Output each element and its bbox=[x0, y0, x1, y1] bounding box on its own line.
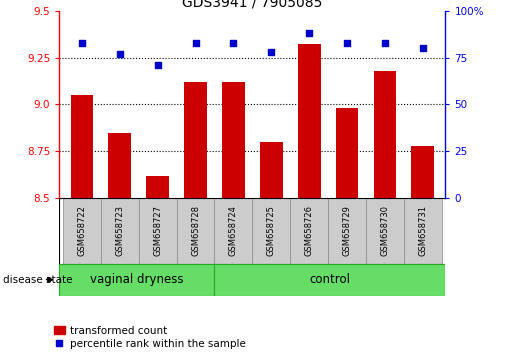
Bar bbox=[59, 264, 214, 296]
Text: GSM658724: GSM658724 bbox=[229, 206, 238, 256]
Bar bbox=[373, 71, 396, 198]
Text: disease state: disease state bbox=[3, 275, 72, 285]
Point bbox=[381, 40, 389, 45]
Text: GSM658725: GSM658725 bbox=[267, 206, 276, 256]
Bar bbox=[252, 198, 290, 264]
Bar bbox=[404, 198, 442, 264]
Bar bbox=[366, 198, 404, 264]
Text: GSM658729: GSM658729 bbox=[342, 206, 352, 256]
Bar bbox=[63, 198, 101, 264]
Point bbox=[343, 40, 351, 45]
Bar bbox=[260, 142, 283, 198]
Bar bbox=[177, 198, 214, 264]
Bar bbox=[139, 198, 177, 264]
Text: GSM658727: GSM658727 bbox=[153, 205, 162, 257]
Text: GSM658723: GSM658723 bbox=[115, 205, 124, 257]
Bar bbox=[101, 198, 139, 264]
Bar bbox=[214, 198, 252, 264]
Point bbox=[305, 30, 313, 36]
Point bbox=[229, 40, 237, 45]
Text: control: control bbox=[310, 273, 351, 286]
Bar bbox=[222, 82, 245, 198]
Text: GSM658730: GSM658730 bbox=[381, 205, 389, 257]
Bar bbox=[411, 146, 434, 198]
Text: GSM658728: GSM658728 bbox=[191, 205, 200, 257]
Point bbox=[153, 62, 162, 68]
Text: GSM658726: GSM658726 bbox=[305, 205, 314, 257]
Point bbox=[78, 40, 86, 45]
Bar bbox=[109, 133, 131, 198]
Legend: transformed count, percentile rank within the sample: transformed count, percentile rank withi… bbox=[54, 326, 246, 349]
Bar bbox=[290, 198, 328, 264]
Point bbox=[419, 45, 427, 51]
Point bbox=[267, 49, 276, 55]
Title: GDS3941 / 7905085: GDS3941 / 7905085 bbox=[182, 0, 322, 10]
Point bbox=[192, 40, 200, 45]
Bar bbox=[146, 176, 169, 198]
Bar bbox=[336, 108, 358, 198]
Bar bbox=[184, 82, 207, 198]
Text: vaginal dryness: vaginal dryness bbox=[90, 273, 184, 286]
Point bbox=[116, 51, 124, 57]
Text: GSM658731: GSM658731 bbox=[418, 205, 427, 257]
Bar bbox=[328, 198, 366, 264]
Bar bbox=[71, 95, 93, 198]
Bar bbox=[214, 264, 445, 296]
Text: GSM658722: GSM658722 bbox=[77, 206, 87, 256]
Bar bbox=[298, 44, 320, 198]
